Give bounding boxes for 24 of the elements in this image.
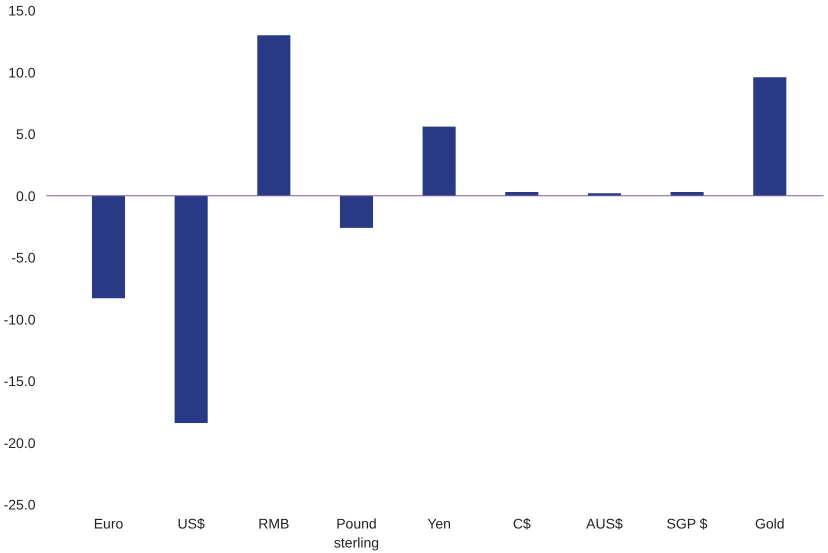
y-tick-label: -25.0 (4, 496, 36, 512)
x-tick-label: Pound sterling (334, 516, 380, 551)
y-tick-label: 0.0 (16, 188, 36, 204)
y-tick-label: -15.0 (4, 373, 36, 389)
bar (340, 196, 374, 228)
bar (753, 77, 786, 196)
y-tick-label: 10.0 (8, 64, 36, 80)
bar (257, 35, 290, 196)
bar (422, 126, 456, 196)
y-tick-label: -20.0 (4, 434, 36, 451)
x-tick-label: Yen (427, 516, 451, 532)
bar (92, 196, 126, 298)
x-tick-label: Gold (754, 516, 785, 532)
x-tick-label: US$ (178, 516, 205, 532)
y-tick-label: 5.0 (16, 126, 36, 142)
x-tick-label: Euro (94, 516, 124, 532)
bar (174, 196, 208, 423)
x-tick-label: AUS$ (586, 516, 623, 532)
y-tick-label: -10.0 (4, 311, 36, 328)
y-tick-label: 15.0 (8, 2, 36, 18)
x-tick-label: SGP $ (666, 516, 708, 532)
x-tick-label: RMB (258, 516, 290, 532)
x-tick-label: C$ (512, 516, 531, 532)
y-tick-label: -5.0 (11, 250, 36, 266)
